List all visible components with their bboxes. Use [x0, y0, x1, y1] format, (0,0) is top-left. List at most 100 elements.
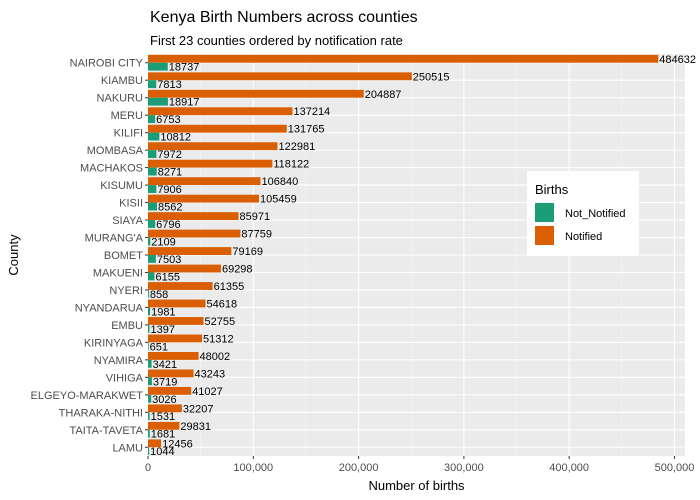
bar-not-notified — [148, 307, 151, 316]
value-label-notified: 51312 — [203, 333, 234, 345]
y-tick-label: TAITA-TAVETA — [69, 425, 143, 437]
bar-notified — [148, 299, 206, 308]
value-label-notified: 12456 — [162, 438, 193, 450]
value-label-not-notified: 6796 — [156, 219, 180, 231]
x-tick-label: 200,000 — [339, 462, 379, 474]
bar-notified — [148, 177, 261, 186]
bar-not-notified — [148, 255, 156, 263]
value-label-notified: 137214 — [293, 106, 330, 118]
bar-not-notified — [148, 132, 160, 141]
y-tick-label: NYERI — [109, 285, 143, 297]
bar-not-notified — [148, 80, 157, 89]
bar-not-notified — [148, 324, 150, 333]
bar-not-notified — [148, 359, 152, 368]
y-tick-label: MURANG'A — [85, 233, 144, 245]
y-tick-label: EMBU — [111, 320, 143, 332]
chart-subtitle: First 23 counties ordered by notificatio… — [150, 33, 403, 48]
value-label-notified: 54618 — [207, 299, 238, 311]
chart-title: Kenya Birth Numbers across counties — [150, 9, 418, 26]
y-tick-label: LAMU — [112, 442, 143, 454]
y-tick-label: KIAMBU — [101, 75, 143, 87]
value-label-notified: 105459 — [260, 194, 297, 206]
value-label-not-notified: 1681 — [151, 429, 175, 441]
bar-notified — [148, 421, 180, 430]
y-tick-label: KISUMU — [100, 180, 143, 192]
x-axis-title: Number of births — [368, 478, 465, 493]
bar-notified — [148, 107, 293, 116]
value-label-notified: 52755 — [205, 316, 236, 328]
value-label-notified: 43243 — [195, 368, 226, 380]
value-label-notified: 484632 — [659, 54, 696, 66]
value-label-not-notified: 6753 — [156, 114, 180, 126]
value-label-notified: 118122 — [273, 159, 309, 171]
y-tick-label: BOMET — [104, 250, 143, 262]
bar-notified — [148, 386, 192, 395]
bar-not-notified — [148, 237, 151, 246]
value-label-not-notified: 7972 — [157, 149, 181, 161]
value-label-not-notified: 7906 — [157, 184, 181, 196]
y-tick-label: KISII — [119, 198, 143, 210]
bar-notified — [148, 212, 239, 221]
legend-title: Births — [535, 182, 569, 197]
value-label-not-notified: 6155 — [155, 271, 179, 283]
bar-notified — [148, 282, 213, 290]
bar-not-notified — [148, 167, 157, 176]
legend-key-swatch — [535, 226, 554, 245]
value-label-not-notified: 18917 — [169, 97, 200, 109]
bar-notified — [148, 247, 232, 255]
value-label-not-notified: 1397 — [150, 324, 174, 336]
value-label-notified: 61355 — [214, 281, 245, 293]
value-label-not-notified: 1044 — [150, 446, 174, 458]
value-label-not-notified: 8562 — [158, 201, 182, 213]
y-tick-label: THARAKA-NITHI — [59, 407, 143, 419]
value-label-notified: 48002 — [200, 351, 231, 363]
bar-notified — [148, 72, 412, 81]
y-tick-label: KIRINYAGA — [84, 337, 144, 349]
bar-not-notified — [148, 115, 156, 124]
value-label-notified: 87759 — [241, 229, 272, 241]
bar-not-notified — [148, 185, 157, 193]
y-tick-label: NAKURU — [97, 93, 144, 105]
y-tick-label: NYANDARUA — [75, 302, 144, 314]
x-tick-label: 300,000 — [444, 462, 484, 474]
y-tick-label: SIAYA — [112, 215, 143, 227]
value-label-notified: 122981 — [278, 141, 315, 153]
bar-not-notified — [148, 289, 149, 298]
y-axis-labels: NAIROBI CITY KIAMBU NAKURU MERU KILIFI MOMBAS… — [31, 58, 148, 454]
bar-notified — [148, 194, 260, 203]
value-label-not-notified: 1981 — [151, 306, 175, 318]
y-tick-label: MOMBASA — [87, 145, 144, 157]
value-label-not-notified: 8271 — [158, 167, 182, 179]
value-label-not-notified: 10812 — [160, 132, 191, 144]
value-label-notified: 106840 — [261, 176, 298, 188]
bar-notified — [148, 334, 203, 343]
y-tick-label: MAKUENI — [93, 267, 143, 279]
x-tick-label: 500,000 — [655, 462, 695, 474]
bar-notified — [148, 439, 162, 448]
bar-notified — [148, 229, 241, 238]
value-label-notified: 69298 — [222, 264, 253, 276]
bar-not-notified — [148, 377, 152, 386]
value-label-not-notified: 2109 — [151, 236, 175, 248]
bar-not-notified — [148, 272, 155, 281]
bar-not-notified — [148, 202, 158, 211]
x-tick-label: 400,000 — [549, 462, 589, 474]
bar-notified — [148, 89, 364, 98]
bar-not-notified — [148, 342, 149, 351]
y-tick-label: NAIROBI CITY — [70, 58, 144, 70]
value-label-not-notified: 3719 — [153, 376, 177, 388]
bar-not-notified — [148, 97, 168, 106]
value-label-not-notified: 18737 — [169, 62, 200, 74]
value-label-notified: 79169 — [232, 246, 263, 258]
value-label-notified: 250515 — [413, 71, 450, 83]
legend-item-label: Notified — [565, 231, 602, 243]
bar-notified — [148, 369, 194, 378]
legend-key-swatch — [535, 203, 554, 222]
value-label-not-notified: 3026 — [152, 394, 176, 406]
bars: 484632 18737 250515 7813 204887 18917 137214 67… — [148, 54, 696, 458]
bar-not-notified — [148, 429, 150, 438]
bar-notified — [148, 352, 199, 360]
bar-not-notified — [148, 150, 157, 158]
legend: Births Not_Notified Notified — [527, 171, 639, 256]
